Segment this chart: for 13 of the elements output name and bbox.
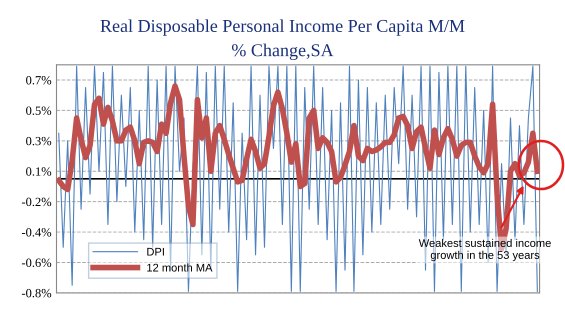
annotation: Weakest sustained income growth in the 53 years (418, 238, 551, 262)
y-tick-label: -0.8% (22, 288, 52, 298)
y-tick-label: 0.3% (26, 136, 52, 146)
chart-subtitle: % Change,SA (232, 44, 334, 60)
y-tick-label: 0.5% (26, 106, 52, 115)
y-tick-label: 0.1% (26, 167, 52, 176)
legend-label: 12 month MA (147, 263, 212, 272)
chart-title: Real Disposable Personal Income Per Capita M/M (100, 19, 464, 36)
y-tick-label: 0.7% (26, 76, 52, 85)
y-tick-label: -0.4% (22, 228, 52, 237)
y-tick-label: -0.6% (22, 258, 52, 267)
y-tick-label: -0.2% (22, 198, 52, 206)
legend-label: DPI (147, 248, 164, 256)
